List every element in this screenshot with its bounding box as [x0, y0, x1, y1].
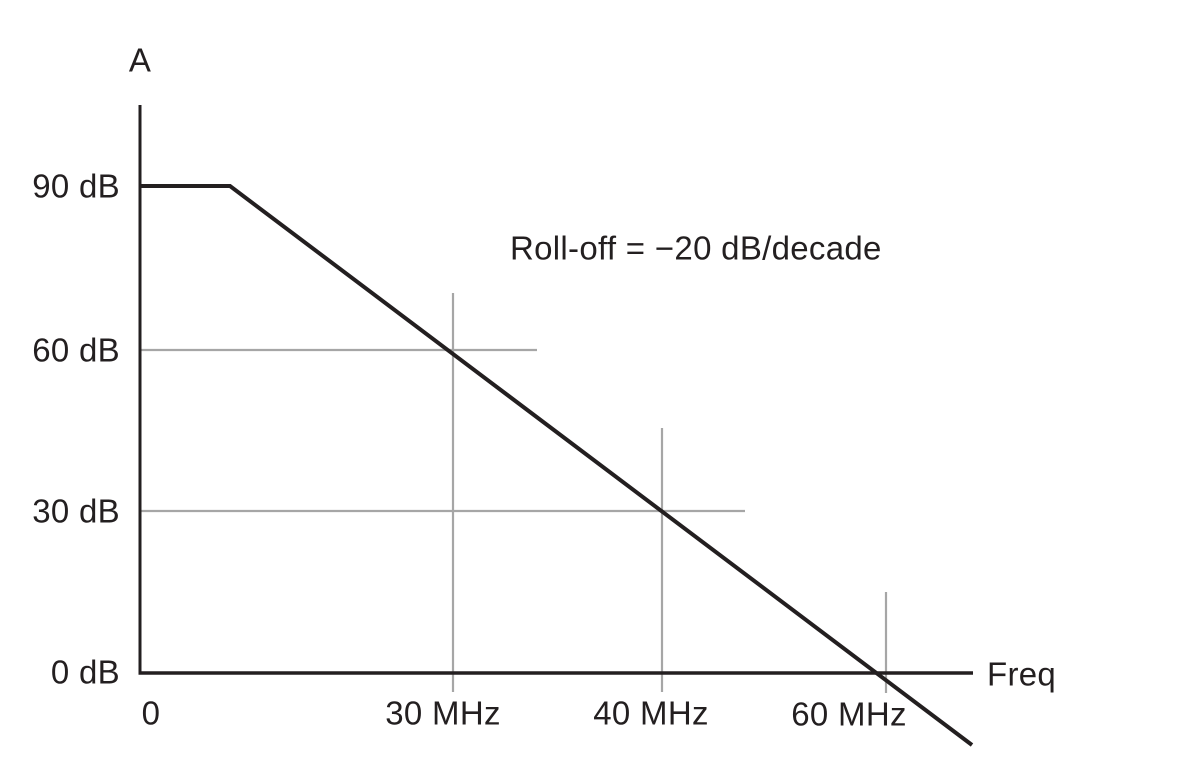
x-tick-60mhz: 60 MHz [791, 695, 907, 733]
x-tick-0: 0 [141, 694, 161, 732]
y-tick-30db: 30 dB [32, 492, 120, 530]
y-axis-title: A [128, 41, 152, 79]
response-curve [140, 184, 974, 747]
x-axis-title: Freq [987, 655, 1057, 693]
y-tick-60db: 60 dB [32, 331, 120, 369]
x-tick-30mhz: 30 MHz [385, 694, 501, 732]
roll-off-annotation: Roll-off = −20 dB/decade [510, 229, 882, 267]
x-tick-40mhz: 40 MHz [593, 694, 709, 732]
y-tick-0db: 0 dB [50, 653, 120, 691]
y-tick-90db: 90 dB [32, 167, 120, 205]
